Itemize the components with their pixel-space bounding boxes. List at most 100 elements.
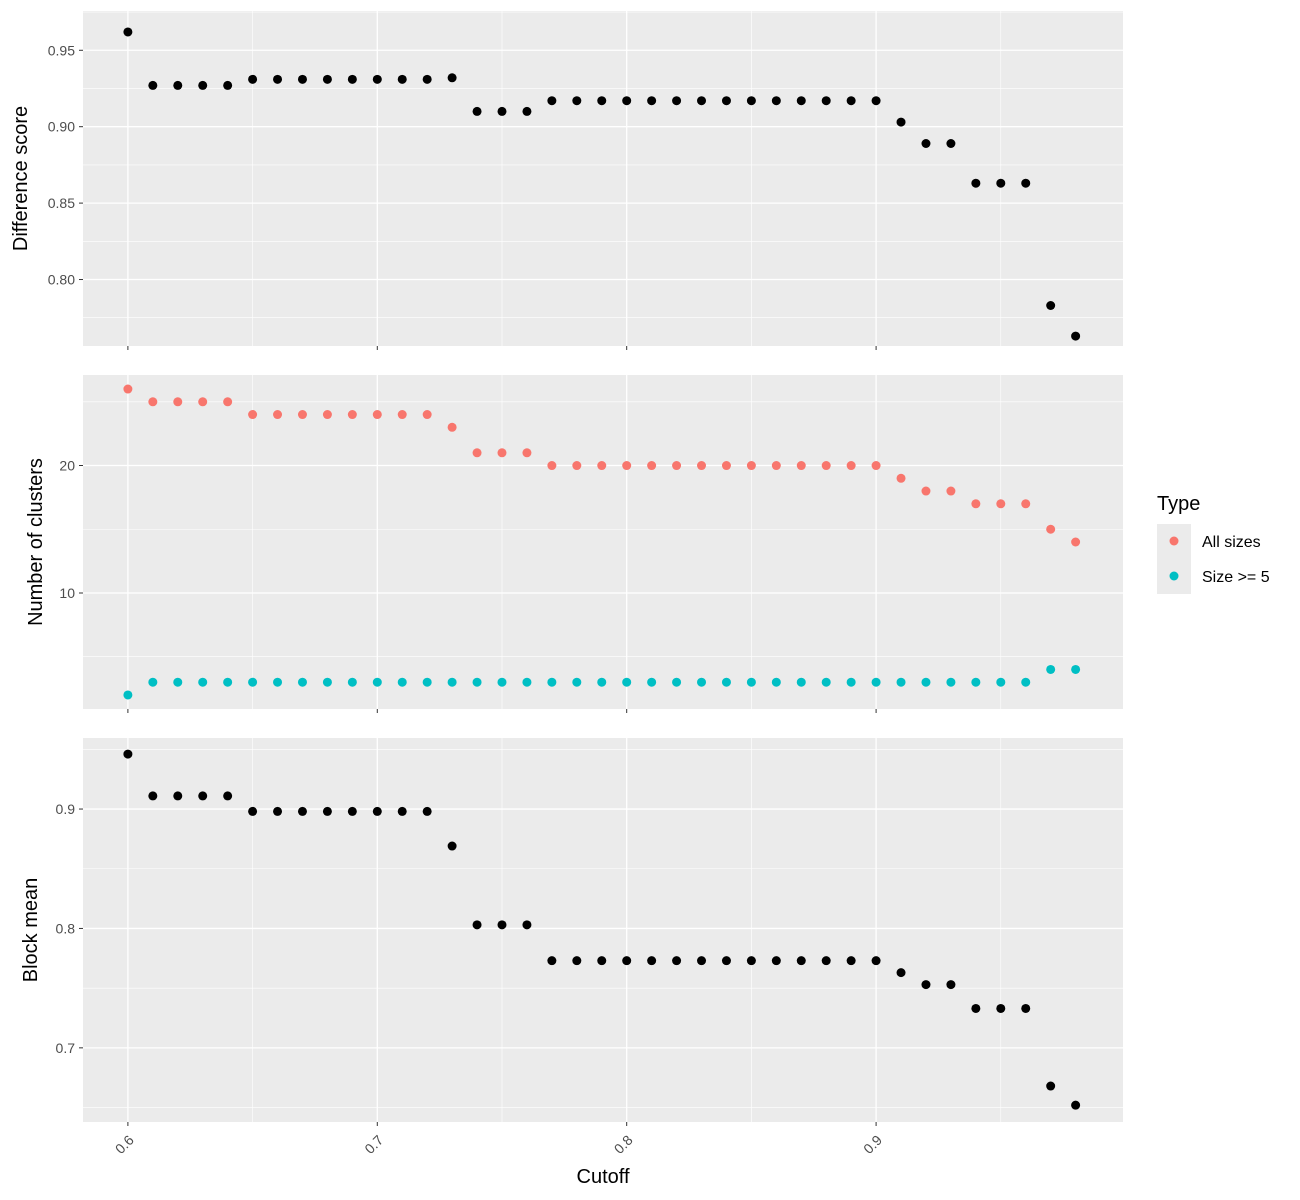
data-point	[273, 806, 283, 816]
data-point	[472, 920, 482, 930]
data-point	[796, 956, 806, 966]
data-point	[248, 806, 258, 816]
data-point	[647, 956, 657, 966]
data-point	[472, 677, 482, 687]
data-point	[1046, 664, 1056, 674]
data-point	[996, 499, 1006, 509]
data-point	[746, 461, 756, 471]
data-point	[472, 106, 482, 116]
data-point	[597, 677, 607, 687]
data-point	[871, 956, 881, 966]
data-point	[796, 677, 806, 687]
data-point	[921, 139, 931, 149]
data-point	[123, 690, 133, 700]
y-axis-title: Block mean	[20, 878, 42, 983]
data-point	[447, 677, 457, 687]
data-point	[1071, 1100, 1081, 1110]
data-point	[846, 96, 856, 106]
data-point	[198, 80, 208, 90]
y-axis-title: Number of clusters	[25, 458, 47, 626]
data-point	[721, 956, 731, 966]
y-tick-label: 0.8	[56, 920, 76, 936]
data-point	[148, 677, 158, 687]
data-point	[522, 448, 532, 458]
data-point	[721, 96, 731, 106]
data-point	[472, 448, 482, 458]
data-point	[322, 74, 332, 84]
data-point	[672, 956, 682, 966]
data-point	[746, 96, 756, 106]
data-point	[547, 956, 557, 966]
data-point	[173, 791, 183, 801]
data-point	[322, 806, 332, 816]
y-tick-label: 0.95	[48, 42, 75, 58]
x-axis-title: Cutoff	[577, 1166, 630, 1188]
data-point	[996, 178, 1006, 188]
data-point	[273, 677, 283, 687]
data-point	[397, 806, 407, 816]
data-point	[447, 841, 457, 851]
data-point	[946, 980, 956, 990]
y-axis-title: Difference score	[10, 106, 32, 251]
data-point	[497, 920, 507, 930]
panel-1: 0.80 0.85 0.90 0.95 Difference score	[10, 11, 1123, 350]
y-tick-label: 0.9	[56, 801, 76, 817]
data-point	[397, 677, 407, 687]
data-point	[1071, 664, 1081, 674]
data-point	[422, 410, 432, 420]
data-point	[372, 410, 382, 420]
data-point	[572, 677, 582, 687]
data-point	[372, 806, 382, 816]
data-point	[223, 80, 233, 90]
data-point	[896, 677, 906, 687]
data-point	[771, 461, 781, 471]
data-point	[273, 410, 283, 420]
data-point	[223, 791, 233, 801]
data-point	[447, 422, 457, 432]
data-point	[1021, 499, 1031, 509]
data-point	[871, 677, 881, 687]
data-point	[647, 677, 657, 687]
data-point	[572, 461, 582, 471]
data-point	[1021, 677, 1031, 687]
data-point	[198, 397, 208, 407]
data-point	[746, 956, 756, 966]
data-point	[771, 96, 781, 106]
data-point	[597, 461, 607, 471]
data-point	[647, 461, 657, 471]
data-point	[771, 677, 781, 687]
data-point	[497, 677, 507, 687]
data-point	[198, 677, 208, 687]
data-point	[547, 96, 557, 106]
data-point	[821, 677, 831, 687]
data-point	[896, 473, 906, 483]
data-point	[1021, 1003, 1031, 1013]
legend-key-all-sizes	[1169, 536, 1179, 546]
legend-key-size-ge-5	[1169, 571, 1179, 581]
data-point	[148, 397, 158, 407]
data-point	[647, 96, 657, 106]
data-point	[672, 677, 682, 687]
data-point	[322, 410, 332, 420]
y-tick-label: 0.90	[48, 119, 75, 135]
data-point	[123, 27, 133, 37]
data-point	[672, 96, 682, 106]
data-point	[422, 806, 432, 816]
data-point	[921, 980, 931, 990]
data-point	[173, 677, 183, 687]
data-point	[846, 461, 856, 471]
data-point	[297, 677, 307, 687]
data-point	[846, 956, 856, 966]
legend: Type All sizes Size >= 5	[1157, 493, 1270, 594]
data-point	[223, 397, 233, 407]
data-point	[297, 806, 307, 816]
data-point	[347, 74, 357, 84]
y-tick-label: 10	[59, 585, 75, 601]
data-point	[148, 80, 158, 90]
data-point	[697, 461, 707, 471]
data-point	[697, 677, 707, 687]
data-point	[946, 677, 956, 687]
data-point	[622, 677, 632, 687]
data-point	[572, 96, 582, 106]
